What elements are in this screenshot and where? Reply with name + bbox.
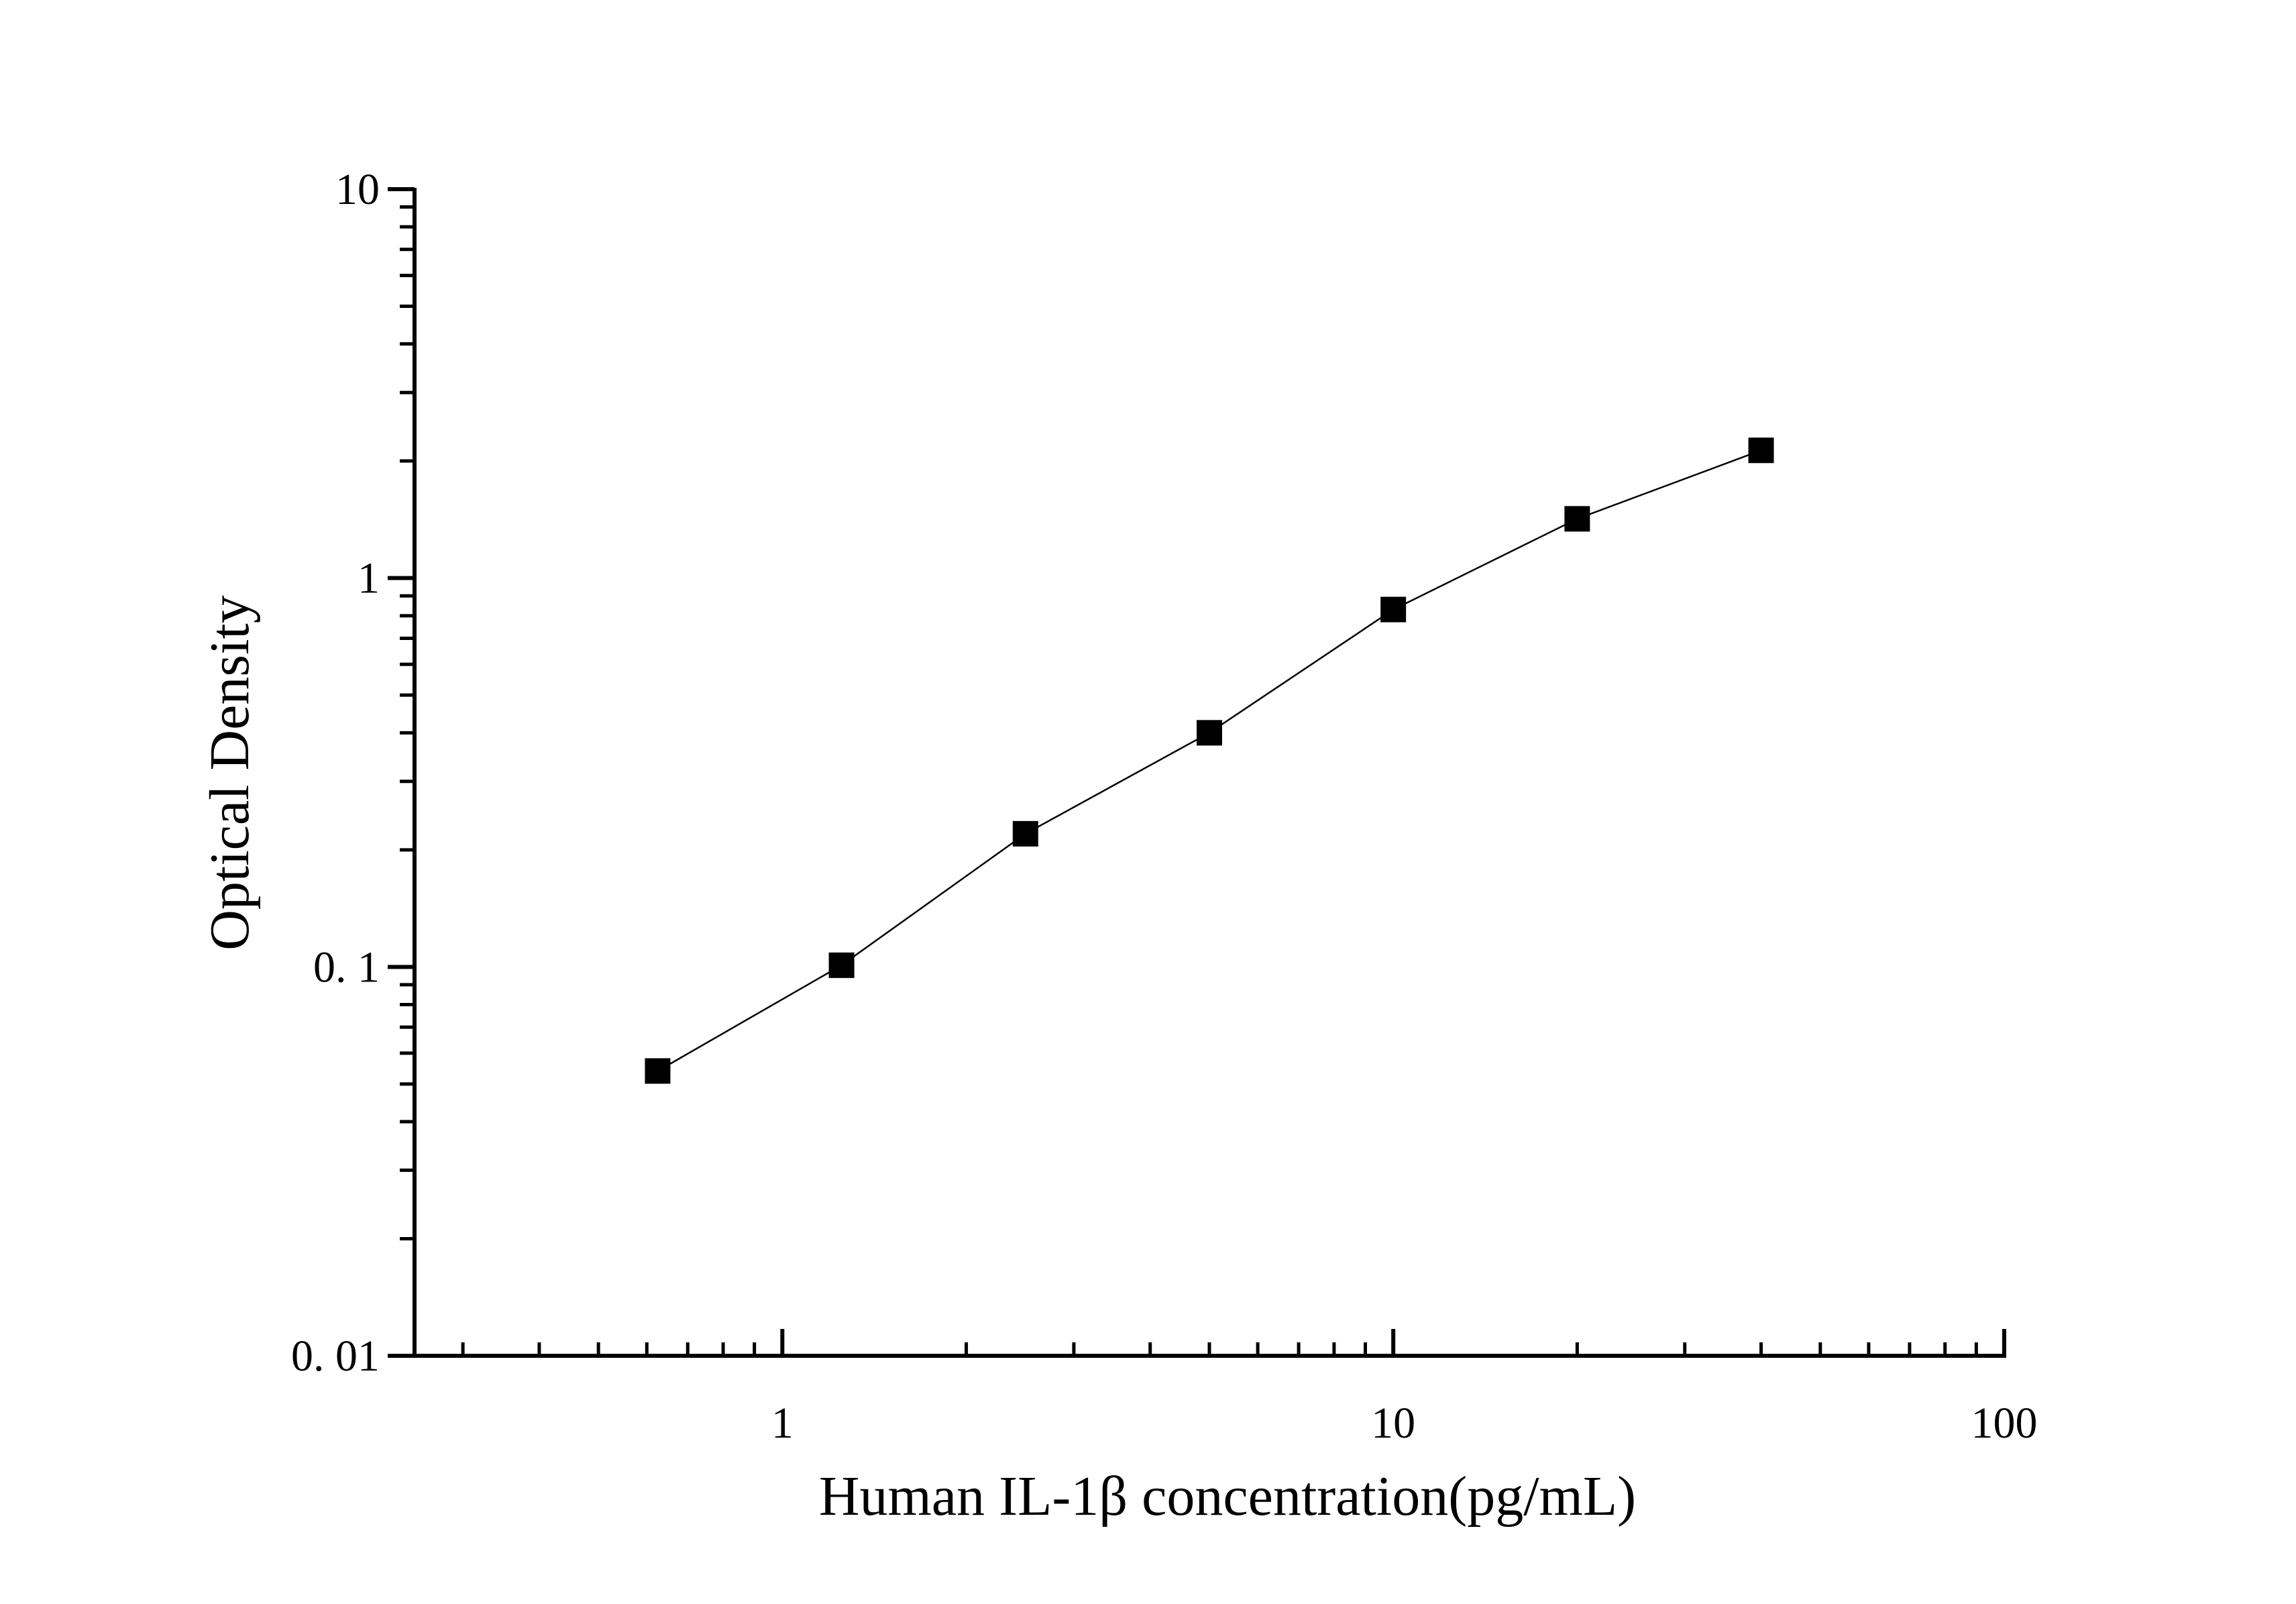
data-points <box>645 437 1774 1084</box>
data-point <box>1564 506 1590 532</box>
tick-labels: 0. 01 0. 1 1 10 1 10 100 <box>291 165 2038 1448</box>
curve-line <box>657 449 1761 1072</box>
x-tick-label: 100 <box>1971 1399 2038 1448</box>
x-axis-title: Human IL-1β concentration(pg/mL) <box>819 1465 1636 1528</box>
y-tick-label: 0. 1 <box>313 943 380 992</box>
data-point <box>645 1058 671 1084</box>
axes <box>413 188 2006 1358</box>
y-tick-label: 10 <box>335 165 380 214</box>
data-point <box>828 952 855 978</box>
data-point <box>1012 820 1038 847</box>
x-tick-label: 10 <box>1371 1399 1415 1448</box>
data-point <box>1748 437 1774 464</box>
y-axis-title: Optical Density <box>199 595 261 951</box>
data-point <box>1380 596 1407 623</box>
y-tick-label: 0. 01 <box>291 1332 380 1381</box>
y-tick-label: 1 <box>358 554 380 603</box>
minor-ticks <box>400 205 1978 1356</box>
x-tick-label: 1 <box>771 1399 794 1448</box>
data-point <box>1197 720 1222 746</box>
fitted-curve <box>657 449 1761 1072</box>
major-ticks <box>388 187 2006 1358</box>
